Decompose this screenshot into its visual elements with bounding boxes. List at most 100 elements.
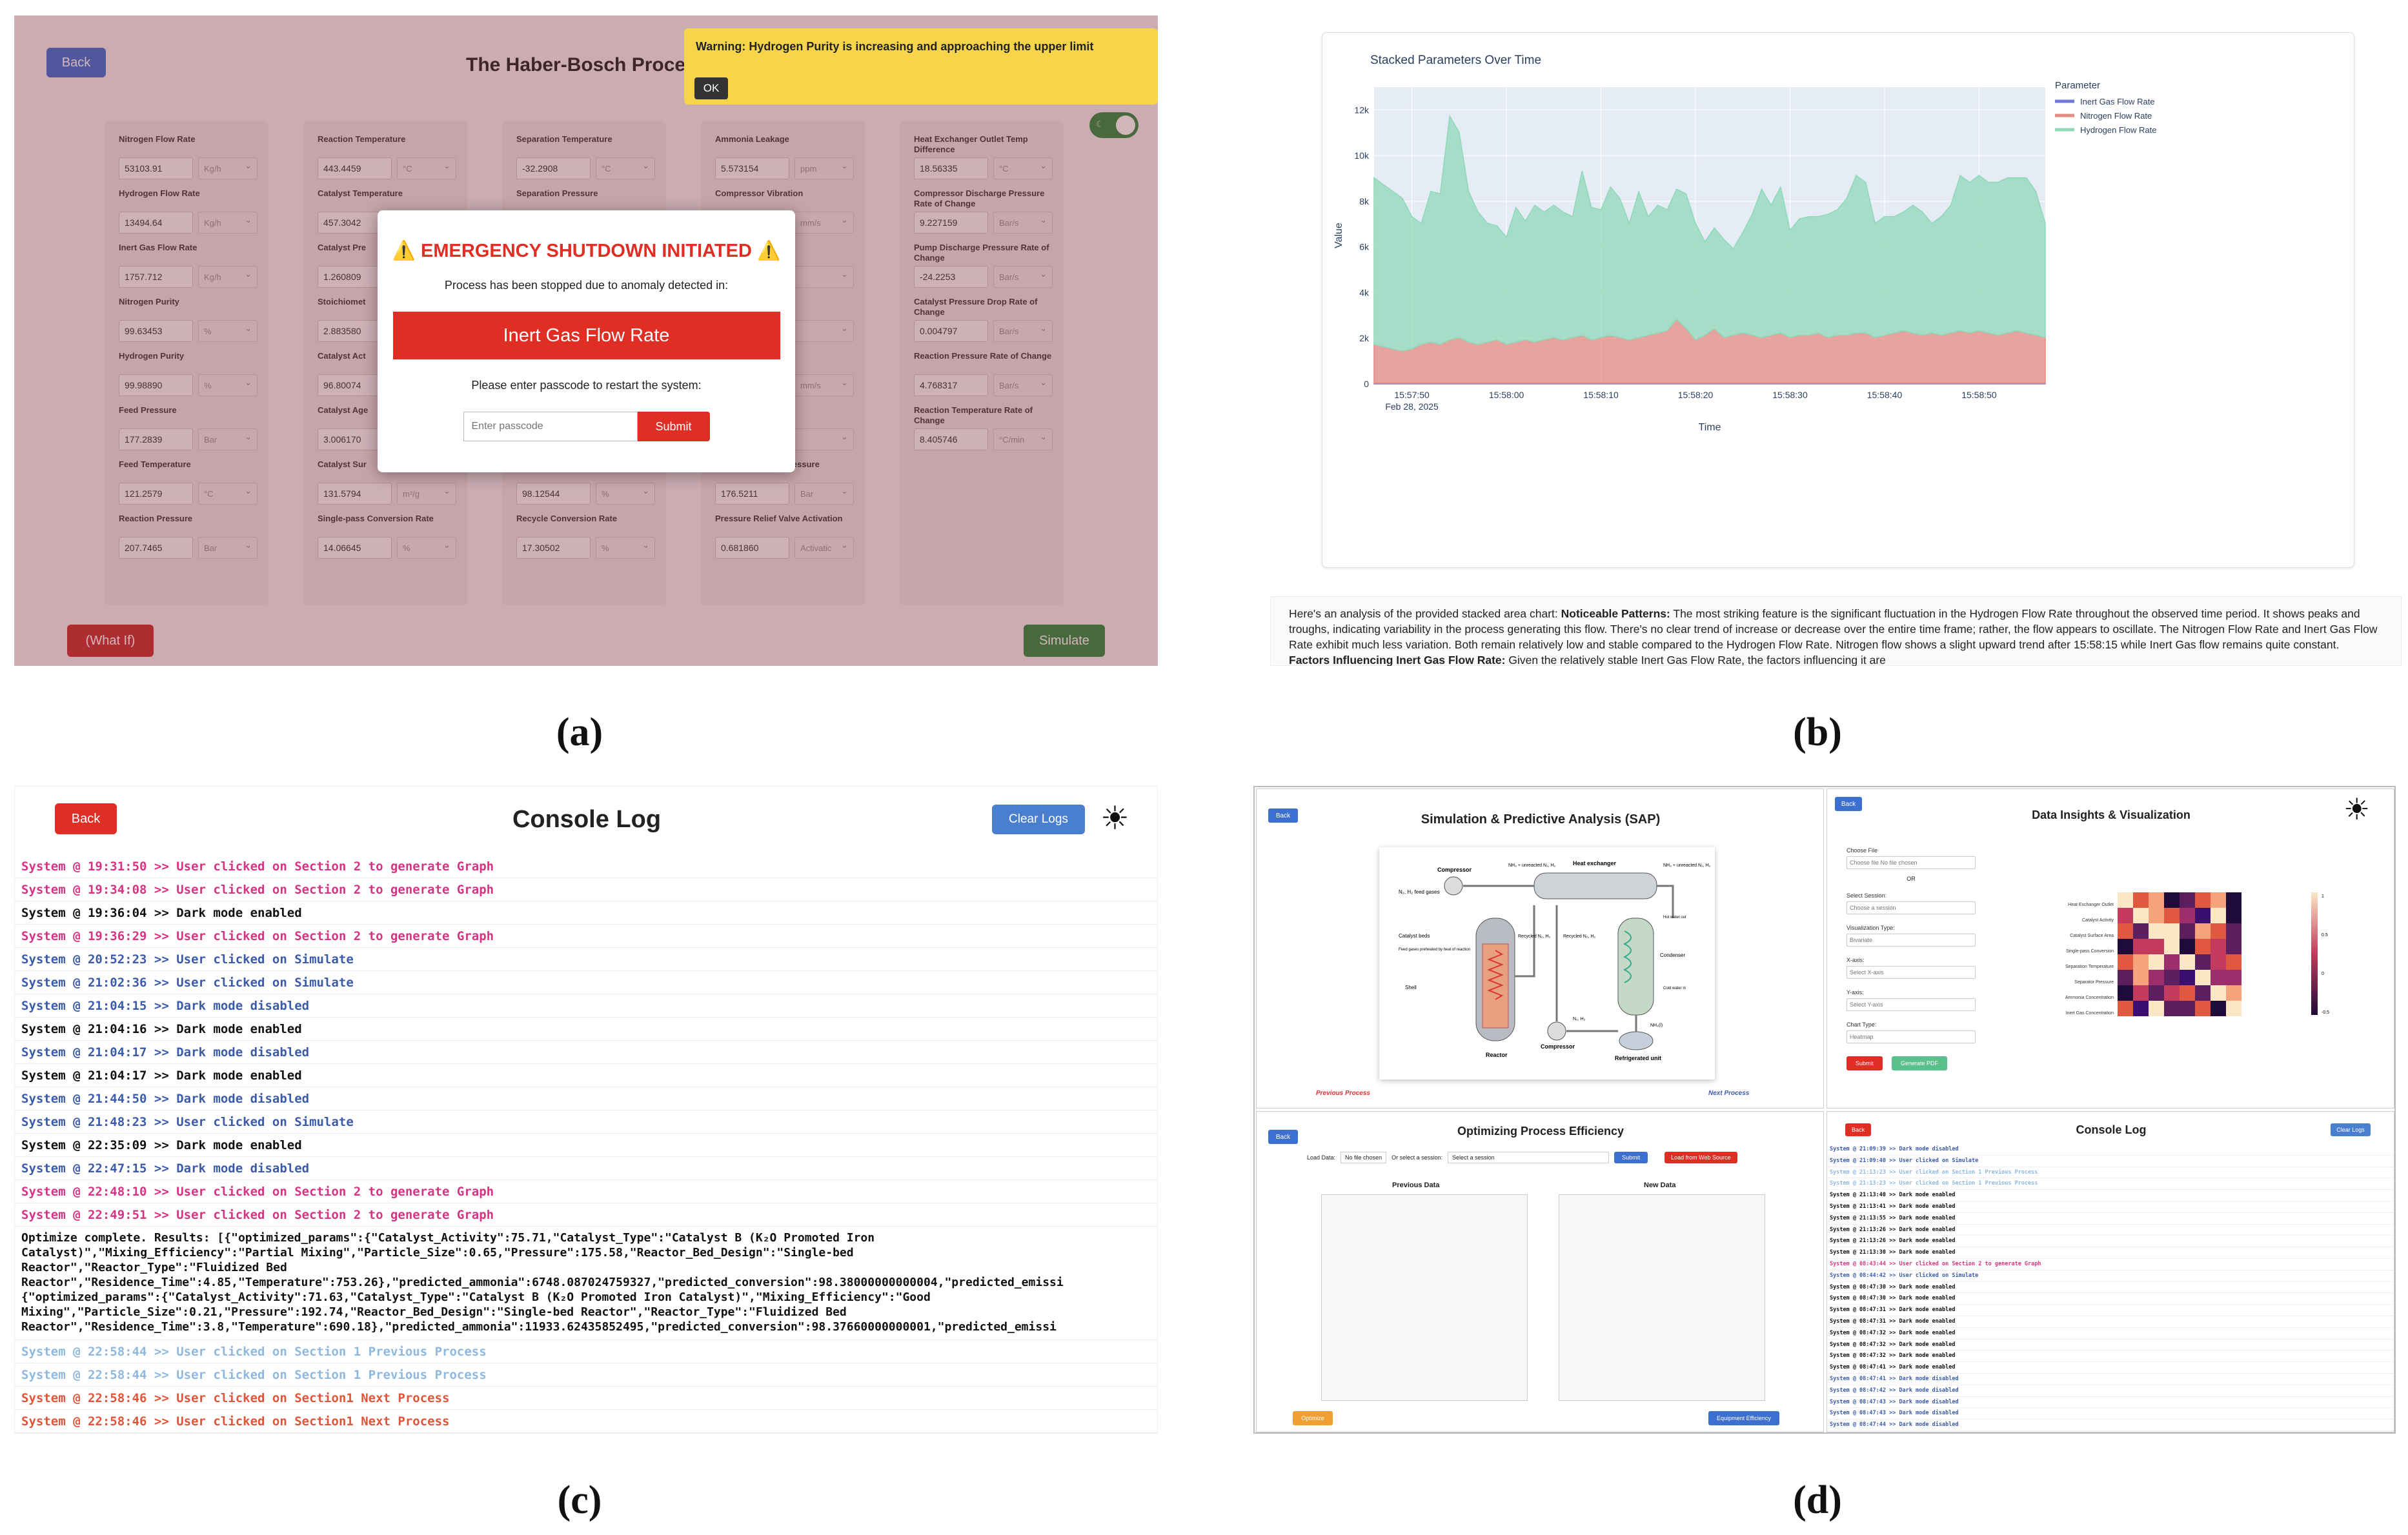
field-value-input[interactable]: -24.2253 — [914, 266, 988, 288]
field-value-input[interactable]: 99.98890 — [119, 374, 193, 396]
heatmap-cell — [2149, 985, 2164, 1001]
x-axis-select[interactable]: Select X-axis — [1846, 966, 1976, 979]
field-value-input[interactable]: 8.405746 — [914, 428, 988, 450]
file-input[interactable]: Choose file No file chosen — [1846, 856, 1976, 869]
unit-select[interactable]: Bar/s — [993, 374, 1053, 396]
field-value-input[interactable]: 121.2579 — [119, 483, 193, 505]
unit-select[interactable]: °C — [198, 483, 258, 505]
clear-logs-button[interactable]: Clear Logs — [992, 805, 1085, 834]
field-value-input[interactable]: 207.7465 — [119, 537, 193, 559]
field-value-input[interactable]: 177.2839 — [119, 428, 193, 450]
field-value-input[interactable]: 0.004797 — [914, 320, 988, 342]
x-tick-label: 15:58:50 — [1961, 390, 1997, 400]
field-value-input[interactable]: 9.227159 — [914, 212, 988, 234]
back-button[interactable]: Back — [1845, 1123, 1871, 1136]
unit-select[interactable]: °C — [993, 157, 1053, 179]
back-button[interactable]: Back — [1268, 808, 1298, 823]
generate-pdf-button[interactable]: Generate PDF — [1892, 1056, 1947, 1070]
sun-icon[interactable]: ☀ — [2343, 792, 2371, 826]
warning-ok-button[interactable]: OK — [694, 77, 728, 99]
unit-select[interactable]: °C/min — [993, 428, 1053, 450]
field-value-input[interactable]: 131.5794 — [318, 483, 392, 505]
unit-select[interactable]: Activatic — [794, 537, 854, 559]
passcode-submit-button[interactable]: Submit — [637, 412, 710, 441]
theme-toggle[interactable]: ☾ — [1089, 112, 1138, 138]
unit-select[interactable]: °C — [596, 157, 655, 179]
previous-process-link[interactable]: Previous Process — [1316, 1090, 1370, 1097]
field-value-input[interactable]: 443.4459 — [318, 157, 392, 179]
heatmap-cell — [2211, 985, 2226, 1001]
field-value-input[interactable]: 53103.91 — [119, 157, 193, 179]
unit-select[interactable] — [794, 266, 854, 288]
back-button[interactable]: Back — [1268, 1130, 1298, 1144]
unit-select[interactable]: % — [596, 537, 655, 559]
unit-select[interactable]: % — [198, 374, 258, 396]
unit-select[interactable]: Bar/s — [993, 320, 1053, 342]
previous-data-box[interactable] — [1321, 1194, 1528, 1401]
unit-select[interactable]: Bar/s — [993, 212, 1053, 234]
passcode-input[interactable] — [463, 412, 638, 441]
load-web-button[interactable]: Load from Web Source — [1664, 1152, 1737, 1163]
simulate-button[interactable]: Simulate — [1024, 625, 1105, 657]
field-value-input[interactable]: 17.30502 — [516, 537, 591, 559]
optimize-button[interactable]: Optimize — [1293, 1411, 1333, 1425]
clear-logs-button[interactable]: Clear Logs — [2331, 1123, 2371, 1136]
unit-select[interactable]: Bar — [198, 428, 258, 450]
x-tick-label: 15:57:50 — [1394, 390, 1430, 400]
field-value-input[interactable]: 0.681860 — [715, 537, 789, 559]
y-axis-select[interactable]: Select Y-axis — [1846, 998, 1976, 1011]
field-value-input[interactable]: 13494.64 — [119, 212, 193, 234]
file-input[interactable]: No file chosen — [1341, 1152, 1387, 1163]
unit-select[interactable]: ppm — [794, 157, 854, 179]
unit-select[interactable]: Kg/h — [198, 157, 258, 179]
field-value-input[interactable]: 98.12544 — [516, 483, 591, 505]
x-axis-label: X-axis: — [1846, 957, 1865, 963]
submit-button[interactable]: Submit — [1614, 1152, 1648, 1163]
unit-select[interactable]: % — [596, 483, 655, 505]
field-value-input[interactable]: -32.2908 — [516, 157, 591, 179]
unit-select[interactable]: mm/s — [794, 212, 854, 234]
heatmap-cell — [2149, 923, 2164, 939]
viz-type-select[interactable]: Bivariate — [1846, 934, 1976, 947]
unit-select[interactable]: Bar — [794, 483, 854, 505]
field-value-input[interactable]: 99.63453 — [119, 320, 193, 342]
mini-log-entry: System @ 08:47:44 >> Dark mode disabled — [1827, 1420, 2394, 1431]
unit-select[interactable] — [794, 428, 854, 450]
unit-select[interactable]: Bar — [198, 537, 258, 559]
back-button[interactable]: Back — [1835, 797, 1862, 811]
unit-select[interactable]: m²/g — [397, 483, 456, 505]
unit-select[interactable]: mm/s — [794, 374, 854, 396]
unit-select[interactable]: Kg/h — [198, 212, 258, 234]
new-data-box[interactable] — [1559, 1194, 1765, 1401]
back-button[interactable]: Back — [55, 803, 117, 834]
sun-icon[interactable]: ☀ — [1100, 800, 1129, 836]
equipment-efficiency-button[interactable]: Equipment Efficiency — [1708, 1411, 1779, 1425]
submit-button[interactable]: Submit — [1846, 1056, 1883, 1070]
unit-select[interactable]: % — [397, 537, 456, 559]
unit-select[interactable] — [794, 320, 854, 342]
field-value-input[interactable]: 176.5211 — [715, 483, 789, 505]
what-if-button[interactable]: (What If) — [67, 625, 154, 657]
parameter-field: Recycle Conversion Rate 17.30502% — [516, 514, 658, 559]
parameter-field: Feed Temperature 121.2579 °C — [119, 459, 261, 505]
heatmap-cell — [2211, 908, 2226, 923]
parameter-field: Hydrogen Flow Rate 13494.64 Kg/h — [119, 188, 261, 234]
next-process-link[interactable]: Next Process — [1708, 1090, 1750, 1097]
unit-select[interactable]: % — [198, 320, 258, 342]
field-value-input[interactable]: 14.06645 — [318, 537, 392, 559]
session-select[interactable]: Select a session — [1448, 1152, 1610, 1163]
x-tick-label: 15:58:00 — [1489, 390, 1524, 400]
unit-select[interactable]: °C — [397, 157, 456, 179]
field-value-input[interactable]: 1757.712 — [119, 266, 193, 288]
new-data-label: New Data — [1644, 1181, 1676, 1189]
chart-type-select[interactable]: Heatmap — [1846, 1030, 1976, 1043]
back-button[interactable]: Back — [46, 48, 106, 77]
label-reactor: Reactor — [1486, 1052, 1508, 1058]
unit-select[interactable]: Bar/s — [993, 266, 1053, 288]
session-select[interactable]: Choose a session — [1846, 901, 1976, 914]
field-value-input[interactable]: 18.56335 — [914, 157, 988, 179]
field-value-input[interactable]: 5.573154 — [715, 157, 789, 179]
field-value-input[interactable]: 4.768317 — [914, 374, 988, 396]
unit-select[interactable]: Kg/h — [198, 266, 258, 288]
heatmap-cell — [2118, 1001, 2133, 1016]
